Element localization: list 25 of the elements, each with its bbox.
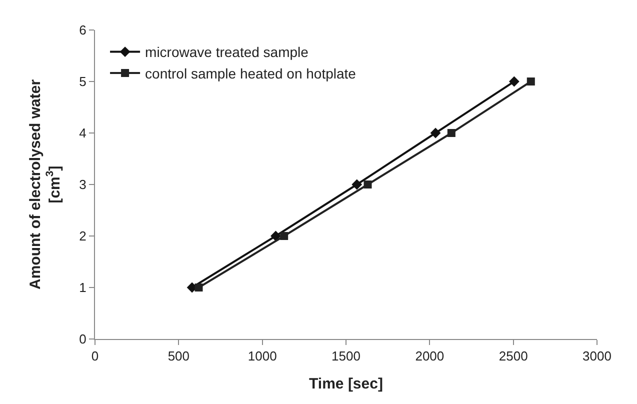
- x-tick-label: 3000: [582, 348, 612, 364]
- legend-label: microwave treated sample: [145, 44, 309, 60]
- legend-label: control sample heated on hotplate: [145, 65, 356, 82]
- point: [280, 232, 288, 240]
- x-tick-label: 500: [168, 348, 190, 364]
- y-tick-label: 4: [79, 126, 86, 141]
- point: [364, 180, 372, 188]
- y-tick-label: 1: [79, 280, 86, 296]
- point: [447, 129, 456, 137]
- y-tick-label: 2: [79, 228, 86, 244]
- x-tick-label: 0: [91, 348, 99, 364]
- point: [526, 78, 535, 86]
- y-tick-label: 6: [79, 22, 86, 38]
- x-tick-label: 2500: [498, 348, 528, 364]
- point: [194, 284, 203, 292]
- y-tick-label: 3: [79, 177, 86, 192]
- y-tick-label: 0: [79, 332, 86, 347]
- x-tick-label: 2000: [415, 348, 444, 364]
- point: [430, 128, 441, 138]
- point: [352, 179, 362, 190]
- point: [508, 76, 520, 87]
- y-tick-label: 5: [79, 74, 86, 90]
- x-tick-label: 1500: [332, 348, 360, 364]
- x-axis-title: Time [sec]: [309, 376, 383, 393]
- x-tick-label: 1000: [248, 348, 277, 364]
